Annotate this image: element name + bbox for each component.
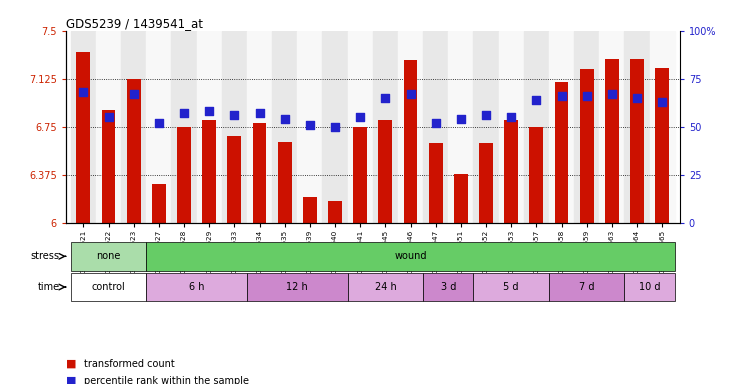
Bar	[272, 31, 298, 223]
Bar	[373, 31, 398, 223]
Bar	[348, 273, 423, 301]
Bar	[624, 31, 650, 223]
Text: 24 h: 24 h	[374, 282, 396, 292]
Text: 12 h: 12 h	[287, 282, 308, 292]
Bar	[379, 120, 393, 223]
Bar	[96, 31, 121, 223]
Bar	[247, 273, 348, 301]
Bar	[71, 273, 146, 301]
Point	[556, 93, 567, 99]
Bar	[398, 31, 423, 223]
Bar	[555, 82, 569, 223]
Bar	[574, 31, 599, 223]
Point	[178, 110, 190, 116]
Text: ■: ■	[66, 376, 76, 384]
Bar	[348, 31, 373, 223]
Bar	[454, 174, 468, 223]
Point	[379, 95, 391, 101]
Bar	[624, 273, 675, 301]
Point	[355, 114, 366, 120]
Bar	[146, 31, 172, 223]
Bar	[529, 127, 543, 223]
Point	[103, 114, 115, 120]
Bar	[152, 184, 166, 223]
Point	[505, 114, 517, 120]
Text: 7 d: 7 d	[579, 282, 594, 292]
Bar	[253, 123, 267, 223]
Point	[254, 110, 265, 116]
Bar	[303, 197, 317, 223]
Bar	[605, 59, 619, 223]
Point	[581, 93, 593, 99]
Bar	[146, 242, 675, 271]
Bar	[197, 31, 221, 223]
Point	[480, 112, 492, 118]
Text: percentile rank within the sample: percentile rank within the sample	[84, 376, 249, 384]
Bar	[650, 31, 675, 223]
Bar	[504, 120, 518, 223]
Text: 5 d: 5 d	[504, 282, 519, 292]
Text: control: control	[91, 282, 126, 292]
Bar	[177, 127, 191, 223]
Bar	[429, 143, 443, 223]
Point	[455, 116, 466, 122]
Point	[229, 112, 240, 118]
Text: 3 d: 3 d	[441, 282, 456, 292]
Text: stress: stress	[31, 251, 60, 262]
Point	[153, 120, 164, 126]
Bar	[71, 31, 96, 223]
Bar	[423, 31, 448, 223]
Bar	[247, 31, 272, 223]
Bar	[353, 127, 367, 223]
Bar	[404, 60, 417, 223]
Bar	[599, 31, 624, 223]
Bar	[499, 31, 524, 223]
Point	[203, 108, 215, 114]
Text: wound: wound	[394, 251, 427, 262]
Bar	[146, 273, 247, 301]
Point	[128, 91, 140, 97]
Bar	[121, 31, 146, 223]
Point	[606, 91, 618, 97]
Bar	[549, 273, 624, 301]
Text: time: time	[37, 282, 60, 292]
Bar	[322, 31, 348, 223]
Bar	[172, 31, 197, 223]
Bar	[71, 242, 146, 271]
Bar	[77, 53, 91, 223]
Bar	[448, 31, 474, 223]
Bar	[298, 31, 322, 223]
Point	[279, 116, 291, 122]
Bar	[227, 136, 241, 223]
Bar	[102, 110, 115, 223]
Bar	[328, 201, 342, 223]
Bar	[630, 59, 644, 223]
Text: transformed count: transformed count	[84, 359, 175, 369]
Point	[329, 124, 341, 130]
Point	[531, 97, 542, 103]
Bar	[580, 69, 594, 223]
Point	[405, 91, 417, 97]
Bar	[126, 79, 140, 223]
Point	[304, 122, 316, 128]
Bar	[549, 31, 574, 223]
Bar	[524, 31, 549, 223]
Text: 10 d: 10 d	[639, 282, 660, 292]
Bar	[202, 120, 216, 223]
Point	[430, 120, 442, 126]
Text: 6 h: 6 h	[189, 282, 205, 292]
Point	[656, 99, 668, 105]
Point	[631, 95, 643, 101]
Text: none: none	[96, 251, 121, 262]
Bar	[655, 68, 669, 223]
Bar	[423, 273, 474, 301]
Bar	[479, 143, 493, 223]
Text: ■: ■	[66, 359, 76, 369]
Bar	[474, 273, 549, 301]
Bar	[278, 142, 292, 223]
Point	[77, 89, 89, 95]
Bar	[221, 31, 247, 223]
Bar	[474, 31, 499, 223]
Text: GDS5239 / 1439541_at: GDS5239 / 1439541_at	[66, 17, 202, 30]
